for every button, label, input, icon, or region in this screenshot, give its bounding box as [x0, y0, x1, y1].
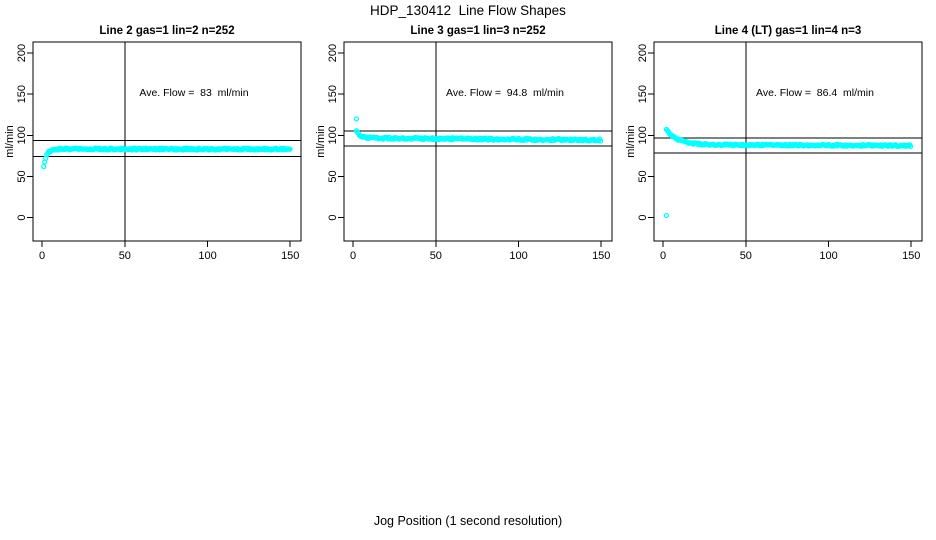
svg-text:0: 0	[350, 250, 356, 262]
svg-text:0: 0	[660, 250, 666, 262]
svg-text:100: 100	[819, 250, 837, 262]
svg-text:150: 150	[902, 250, 920, 262]
svg-text:150: 150	[592, 250, 610, 262]
svg-text:100: 100	[16, 126, 28, 144]
svg-text:200: 200	[16, 44, 28, 62]
panel-chart-svg: 0 50 100 150 0 50 100 150 200 ml/min	[4, 41, 302, 262]
panel-title: Line 3 gas=1 lin=3 n=252	[410, 25, 546, 37]
y-axis-unit-label: ml/min	[4, 125, 16, 157]
y-axis-unit-label: ml/min	[625, 125, 637, 157]
svg-text:50: 50	[740, 250, 752, 262]
svg-text:50: 50	[637, 170, 649, 182]
svg-text:100: 100	[509, 250, 527, 262]
ave-flow-annotation: Ave. Flow = 83 ml/min	[139, 87, 249, 99]
panel-line-3: 0 50 100 150 0 50 100 150 200 ml/min Line 3 gas=1…	[311, 20, 626, 272]
svg-text:100: 100	[637, 126, 649, 144]
svg-text:50: 50	[119, 250, 131, 262]
panel-line-2: 0 50 100 150 0 50 100 150 200 ml/min Line 2 gas=1…	[0, 20, 315, 272]
svg-text:0: 0	[39, 250, 45, 262]
ave-flow-annotation: Ave. Flow = 86.4 ml/min	[756, 87, 874, 99]
svg-text:200: 200	[327, 44, 339, 62]
x-axis-label: Jog Position (1 second resolution)	[373, 514, 563, 528]
svg-text:150: 150	[16, 85, 28, 103]
ave-flow-annotation: Ave. Flow = 94.8 ml/min	[446, 87, 564, 99]
panel-title: Line 4 (LT) gas=1 lin=4 n=3	[714, 25, 862, 37]
panel-chart-svg: 0 50 100 150 0 50 100 150 200 ml/min	[625, 41, 923, 262]
panel-line-4: 0 50 100 150 0 50 100 150 200 ml/min Line 4 (LT) …	[621, 20, 936, 272]
svg-text:0: 0	[637, 215, 649, 221]
svg-text:100: 100	[198, 250, 216, 262]
svg-text:150: 150	[281, 250, 299, 262]
y-axis-unit-label: ml/min	[315, 125, 327, 157]
svg-text:150: 150	[637, 85, 649, 103]
panel-title: Line 2 gas=1 lin=2 n=252	[99, 25, 235, 37]
svg-text:50: 50	[430, 250, 442, 262]
svg-text:50: 50	[16, 170, 28, 182]
svg-text:150: 150	[327, 85, 339, 103]
svg-text:200: 200	[637, 44, 649, 62]
svg-text:100: 100	[327, 126, 339, 144]
panel-chart-svg: 0 50 100 150 0 50 100 150 200 ml/min	[315, 41, 613, 262]
svg-text:0: 0	[16, 215, 28, 221]
svg-text:0: 0	[327, 215, 339, 221]
svg-text:50: 50	[327, 170, 339, 182]
plot-title: HDP_130412 Line Flow Shapes	[370, 3, 566, 18]
